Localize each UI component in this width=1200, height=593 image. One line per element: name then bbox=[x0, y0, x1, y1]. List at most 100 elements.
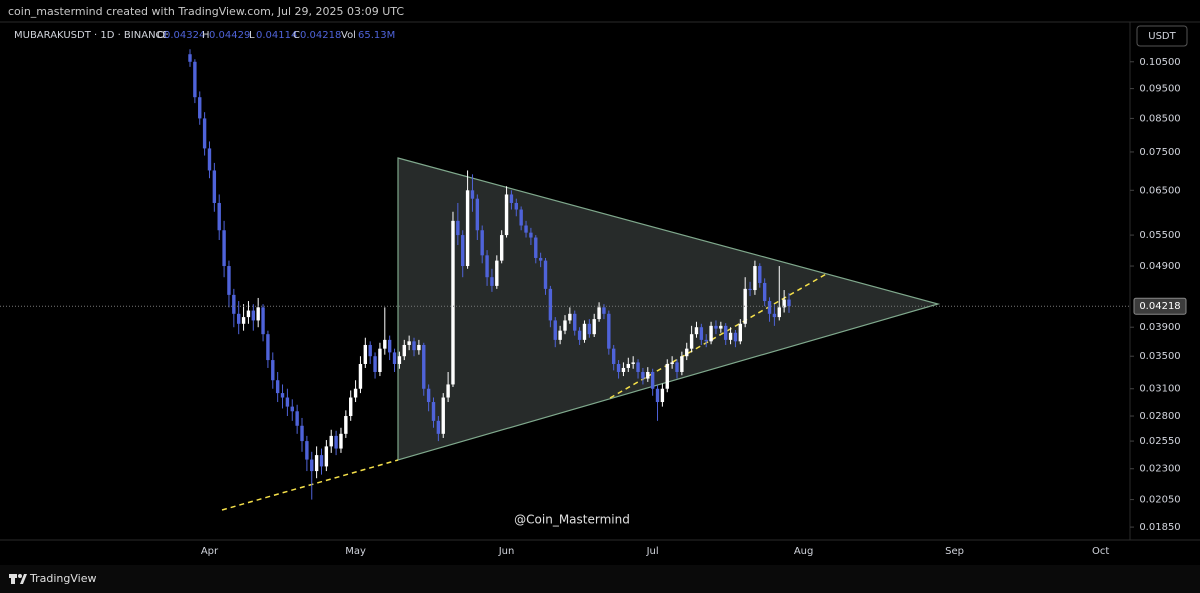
candle-body bbox=[758, 266, 762, 283]
x-tick-label: Sep bbox=[945, 546, 964, 557]
candle-body bbox=[319, 455, 324, 467]
candle-body bbox=[402, 344, 406, 357]
y-tick-label: 0.08500 bbox=[1139, 113, 1180, 124]
plot: 0.10500 0.09500 0.08500 0.07500 0.06500 0.055… bbox=[0, 49, 1187, 557]
candle-body bbox=[660, 388, 665, 403]
candle-body bbox=[222, 230, 226, 267]
candle-body bbox=[246, 310, 251, 318]
candle-body bbox=[397, 356, 402, 364]
y-tick-label: 0.02550 bbox=[1139, 436, 1180, 447]
candle-body bbox=[699, 327, 704, 340]
legend-label: Vol bbox=[341, 30, 356, 41]
candle-body bbox=[748, 288, 752, 291]
candle-body bbox=[271, 360, 275, 381]
candle-body bbox=[300, 425, 304, 442]
candle-body bbox=[368, 344, 372, 357]
legend-label: O bbox=[157, 30, 165, 41]
candle-body bbox=[461, 235, 465, 267]
candle-body bbox=[363, 344, 368, 364]
candle-body bbox=[470, 190, 475, 199]
watermark: @Coin_Mastermind bbox=[514, 513, 630, 527]
candle-body bbox=[188, 54, 192, 62]
x-tick-label: Oct bbox=[1092, 546, 1109, 557]
candle-body bbox=[529, 232, 533, 238]
candle-body bbox=[217, 202, 221, 231]
candle-body bbox=[485, 255, 489, 278]
candle-body bbox=[339, 433, 343, 449]
candle-body bbox=[607, 313, 611, 349]
candle-body bbox=[631, 362, 635, 364]
y-tick-label: 0.04900 bbox=[1139, 261, 1180, 272]
candle-body bbox=[232, 294, 236, 314]
x-tick-label: Aug bbox=[794, 546, 814, 557]
candle-body bbox=[514, 202, 518, 210]
candle-body bbox=[329, 435, 333, 447]
candle-body bbox=[422, 344, 426, 389]
candle-body bbox=[310, 459, 314, 472]
candle-body bbox=[334, 435, 338, 449]
candle-body bbox=[680, 356, 684, 372]
candle-body bbox=[280, 393, 285, 398]
candle-body bbox=[256, 307, 260, 321]
candle-body bbox=[266, 334, 270, 361]
candle-body bbox=[237, 313, 241, 324]
candle-body bbox=[446, 384, 450, 398]
candle-body bbox=[675, 362, 679, 372]
y-tick-label: 0.02300 bbox=[1139, 464, 1180, 475]
candle-body bbox=[475, 198, 480, 231]
candle-body bbox=[290, 406, 294, 412]
legend-label: H bbox=[202, 30, 210, 41]
currency-button[interactable] bbox=[1136, 25, 1188, 47]
y-tick-label: 0.03500 bbox=[1139, 351, 1180, 362]
candle-body bbox=[558, 330, 562, 340]
candle-body bbox=[753, 266, 757, 291]
candle-body bbox=[261, 307, 265, 335]
candle-body bbox=[314, 455, 319, 472]
candle-body bbox=[694, 327, 699, 335]
y-tick-label: 0.03900 bbox=[1139, 322, 1180, 333]
currency[interactable]: USDT bbox=[1148, 31, 1176, 42]
candle-body bbox=[383, 339, 387, 349]
y-tick-label: 0.05500 bbox=[1139, 230, 1180, 241]
candle-body bbox=[344, 416, 348, 434]
candle-body bbox=[592, 319, 596, 335]
candle-body bbox=[641, 371, 645, 379]
candle-body bbox=[275, 380, 280, 394]
candle-body bbox=[295, 411, 299, 426]
y-tick-label: 0.03100 bbox=[1139, 384, 1180, 395]
candle-body bbox=[621, 367, 626, 372]
candle-body bbox=[412, 341, 416, 351]
candle-body bbox=[251, 310, 256, 321]
y-tick-label: 0.01850 bbox=[1139, 522, 1180, 533]
candle-body bbox=[465, 190, 470, 267]
last-price-label: 0.04218 bbox=[1139, 301, 1180, 312]
candle-body bbox=[719, 325, 723, 329]
candle-body bbox=[451, 220, 455, 385]
y-tick-label: 0.02800 bbox=[1139, 411, 1180, 422]
candle-body bbox=[392, 352, 397, 364]
candle-body bbox=[417, 344, 421, 351]
candle-body bbox=[212, 170, 217, 203]
candle-body bbox=[499, 235, 504, 261]
credit: coin_mastermind created with TradingView… bbox=[8, 5, 404, 18]
candle-body bbox=[777, 307, 781, 318]
candle-body bbox=[285, 397, 290, 407]
candle-body bbox=[538, 257, 543, 261]
candle-body bbox=[685, 348, 689, 357]
candle-body bbox=[207, 148, 212, 171]
legend-label: L bbox=[249, 30, 255, 41]
brand: TradingView bbox=[29, 572, 96, 585]
candle-body bbox=[548, 288, 553, 321]
candle-body bbox=[553, 320, 557, 340]
candle-body bbox=[426, 388, 431, 403]
candle-body bbox=[480, 230, 484, 256]
candle-body bbox=[670, 362, 674, 364]
x-tick-label: May bbox=[345, 546, 366, 557]
last-price-box bbox=[1133, 297, 1187, 315]
candle-body bbox=[198, 97, 202, 119]
candle-body bbox=[587, 323, 592, 335]
footer bbox=[0, 565, 1200, 593]
candle-body bbox=[524, 225, 528, 233]
legend-label: C bbox=[293, 30, 300, 41]
